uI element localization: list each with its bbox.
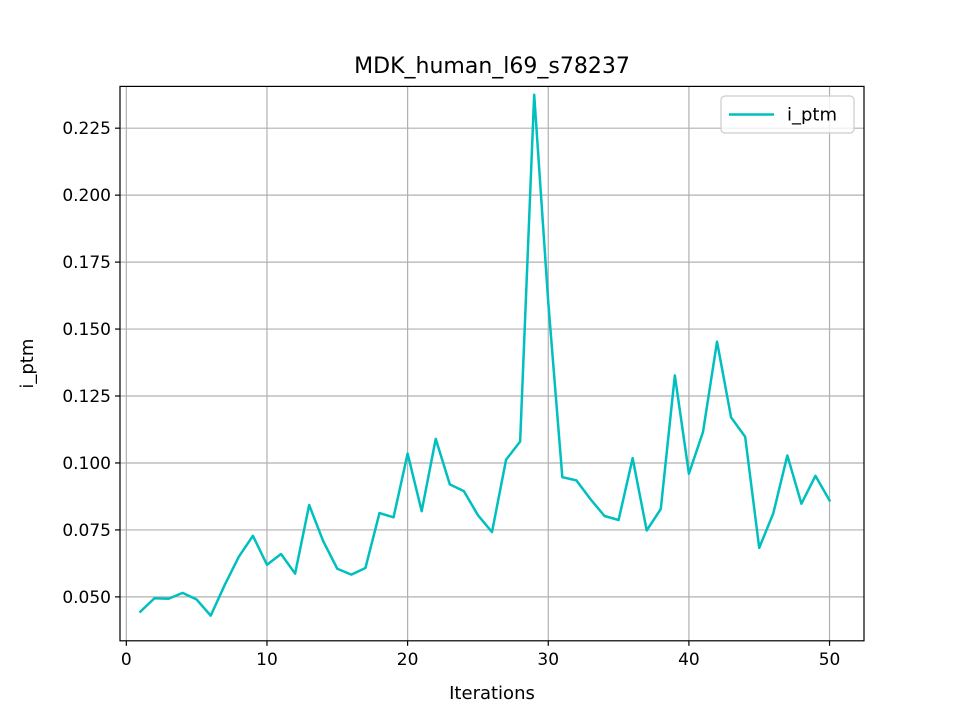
y-tick-label: 0.225 [62, 119, 111, 139]
series-line-i-ptm [138, 93, 832, 617]
legend-box [720, 95, 855, 134]
y-tick-label: 0.175 [62, 253, 111, 273]
y-tick-label: 0.100 [62, 454, 111, 474]
y-tick-label: 0.150 [62, 320, 111, 340]
x-tick-label: 30 [537, 650, 559, 670]
series-layer [138, 93, 832, 617]
x-tick-label: 10 [256, 650, 278, 670]
y-tick-label: 0.075 [62, 521, 111, 541]
x-tick-label: 50 [819, 650, 841, 670]
y-axis: 0.050 0.075 0.100 0.125 0.150 0.175 0.200 0.225 [62, 119, 120, 608]
y-tick-label: 0.050 [62, 588, 111, 608]
y-tick-label: 0.200 [62, 186, 111, 206]
plot-frame [119, 85, 865, 642]
grid-lines [120, 86, 864, 641]
y-axis-label: i_ptm [17, 339, 38, 389]
chart-title: MDK_human_l69_s78237 [354, 54, 630, 79]
y-tick-label: 0.125 [62, 387, 111, 407]
x-tick-label: 0 [121, 650, 132, 670]
legend-label: i_ptm [787, 105, 837, 126]
x-tick-label: 20 [397, 650, 419, 670]
x-axis-label: Iterations [449, 683, 535, 704]
x-tick-label: 40 [678, 650, 700, 670]
legend: i_ptm [720, 95, 855, 134]
x-axis: 0 10 20 30 40 50 [121, 640, 841, 670]
